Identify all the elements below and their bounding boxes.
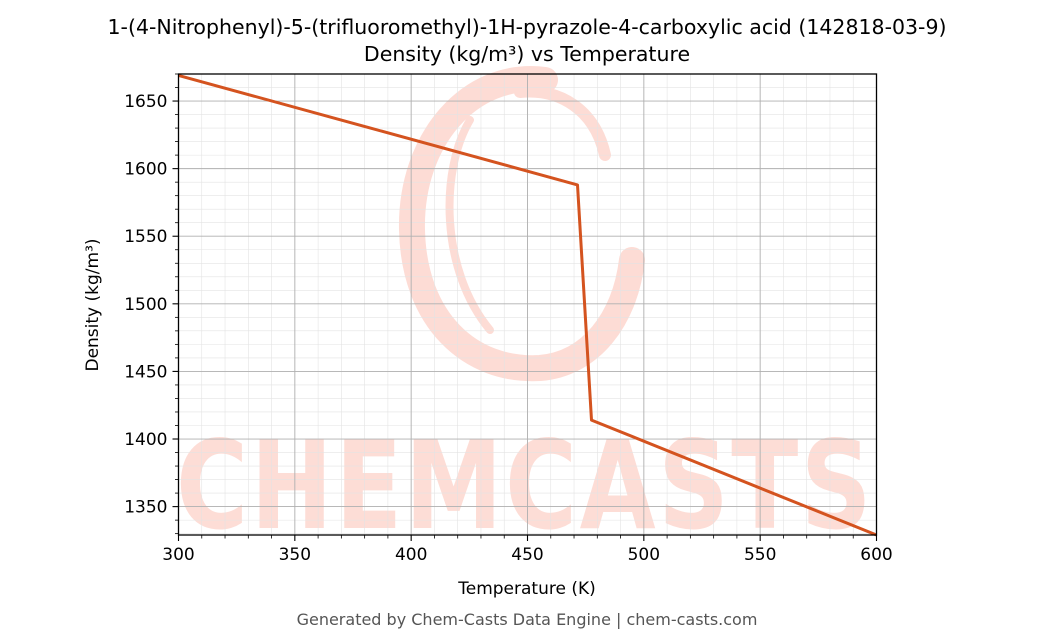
x-tick-label: 600	[860, 545, 892, 565]
chart-subtitle: Density (kg/m³) vs Temperature	[364, 42, 690, 66]
watermark-swirl	[398, 66, 645, 382]
y-axis: 1350 1400 1450 1500 1550 1600 1650	[124, 73, 179, 535]
x-axis-label: Temperature (K)	[457, 579, 596, 599]
footer-credit: Generated by Chem-Casts Data Engine | ch…	[297, 610, 758, 629]
x-tick-label: 350	[279, 545, 311, 565]
x-tick-label: 450	[511, 545, 543, 565]
y-tick-label: 1350	[124, 498, 167, 518]
y-tick-label: 1600	[124, 160, 167, 180]
y-tick-label: 1400	[124, 430, 167, 450]
series-layer	[178, 73, 878, 537]
watermark-logo: CHEMCASTS	[176, 66, 874, 557]
y-tick-label: 1500	[124, 295, 167, 315]
x-tick-label: 500	[628, 545, 660, 565]
x-tick-label: 400	[395, 545, 427, 565]
x-axis: 300 350 400 450 500 550 600	[162, 535, 893, 565]
density-line	[178, 73, 878, 537]
y-tick-label: 1450	[124, 362, 167, 382]
watermark-text: CHEMCASTS	[176, 415, 874, 557]
y-tick-label: 1650	[124, 92, 167, 112]
y-tick-label: 1550	[124, 227, 167, 247]
x-tick-label: 300	[162, 545, 194, 565]
chart-title: 1-(4-Nitrophenyl)-5-(trifluoromethyl)-1H…	[108, 15, 947, 39]
y-axis-label: Density (kg/m³)	[83, 238, 103, 371]
x-tick-label: 550	[744, 545, 776, 565]
